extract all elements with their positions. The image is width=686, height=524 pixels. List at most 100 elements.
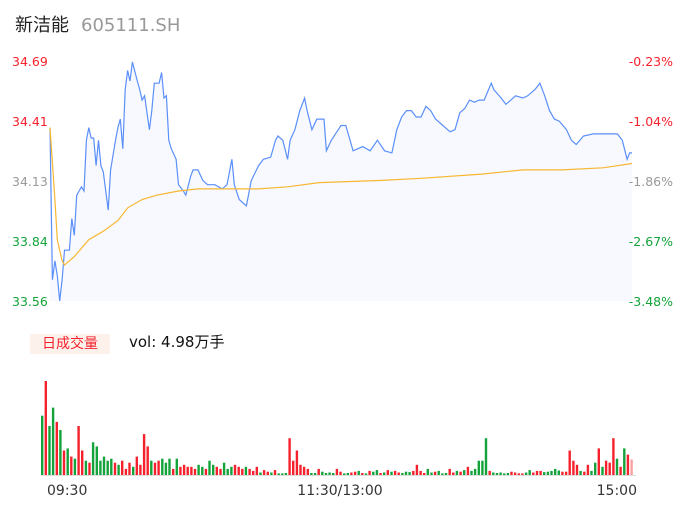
volume-bar [604,460,608,475]
volume-bar [568,450,571,475]
pct-tick-label: -3.48% [629,294,673,309]
volume-bar [233,464,237,475]
price-tick-label: 34.41 [12,114,48,129]
volume-bar [357,470,360,475]
volume-tag[interactable]: 日成交量 [30,334,110,354]
volume-bar [393,470,397,475]
volume-bar [299,464,302,475]
volume-bar [528,470,531,475]
volume-bar [430,472,433,475]
volume-bar [572,460,575,475]
price-tick-label: 33.56 [12,294,48,309]
volume-bar [95,446,98,475]
price-axis-left: 34.69 34.41 34.13 33.84 33.56 [12,54,48,309]
volume-bar [317,468,320,475]
volume-bar [284,473,288,475]
volume-bar [124,468,128,475]
volume-bar [288,438,291,475]
volume-bar [91,442,95,475]
volume-bar [117,464,120,475]
volume-bar [77,426,80,475]
volume-bar [161,458,164,475]
volume-bar [139,464,142,475]
volume-bar [222,462,226,475]
stock-name: 新洁能 [15,15,69,36]
volume-bar [146,446,149,475]
volume-bar [488,470,491,475]
volume-bar [543,472,546,475]
volume-bar [208,460,211,475]
volume-bar [510,471,513,475]
volume-bar [237,466,240,475]
volume-bar [335,468,339,475]
volume-bar [226,468,229,475]
volume-bar [575,464,579,475]
volume-bar [157,460,160,475]
time-tick-open: 09:30 [47,483,87,499]
volume-bar [175,458,178,475]
volume-bar [110,458,113,475]
volume-bar [179,466,182,475]
time-tick-close: 15:00 [597,483,637,499]
volume-bar [452,472,455,475]
volume-bar [597,448,600,475]
pct-tick-label: -0.23% [629,54,673,69]
volume-bar [386,470,389,475]
volume-bar [273,470,277,475]
volume-bar [81,450,84,475]
volume-bar [186,466,189,475]
price-panel [49,61,633,302]
volume-bar [397,472,400,475]
volume-bar [499,472,502,475]
time-tick-midday: 11:30/13:00 [297,483,382,499]
volume-bar [262,470,266,475]
volume-bar [102,456,106,475]
price-tick-label: 34.13 [12,174,48,189]
volume-bar [164,462,168,475]
volume-bar [401,473,404,475]
volume-bar [470,470,473,475]
volume-summary: vol: 4.98万手 [129,333,225,351]
volume-bar [84,460,88,475]
volume-bar [444,473,448,475]
volume-bar [168,458,171,475]
volume-bar [172,468,175,475]
volume-bar [455,470,459,475]
price-line [49,61,632,302]
volume-bar [190,466,193,475]
volume-bar [44,381,47,475]
volume-bar [339,471,342,475]
volume-bar [383,472,386,475]
volume-bar [561,471,564,475]
volume-bar [252,470,255,475]
volume-bar [372,471,375,475]
volume-bar [193,468,197,475]
volume-bar [368,470,371,475]
volume-bar [594,462,597,475]
volume-bar [626,454,630,475]
volume-bar [521,473,524,475]
volume-bar [466,466,470,475]
volume-bar [506,473,510,475]
volume-bar [361,473,364,475]
volume-bar [106,460,109,475]
volume-bar [619,466,622,475]
volume-bar [99,460,102,475]
volume-bar [390,471,393,475]
volume-bar [48,426,51,475]
volume-bar [292,460,295,475]
volume-bar [503,473,506,475]
volume-bar [590,470,593,475]
volume-bar [302,466,306,475]
volume-bar [270,472,273,475]
volume-bar [524,472,528,475]
volume-bar [550,470,553,475]
volume-bar [350,472,353,475]
volume-bar [62,450,66,475]
volume-bar [321,471,324,475]
volume-bar [554,468,557,475]
price-tick-label: 33.84 [12,234,48,249]
volume-bar [113,462,117,475]
volume-bar [182,464,186,475]
